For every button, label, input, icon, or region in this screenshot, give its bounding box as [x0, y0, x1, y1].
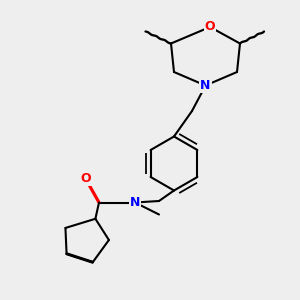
- Text: O: O: [205, 20, 215, 34]
- Text: O: O: [80, 172, 91, 185]
- Text: N: N: [200, 79, 211, 92]
- Text: N: N: [130, 196, 140, 209]
